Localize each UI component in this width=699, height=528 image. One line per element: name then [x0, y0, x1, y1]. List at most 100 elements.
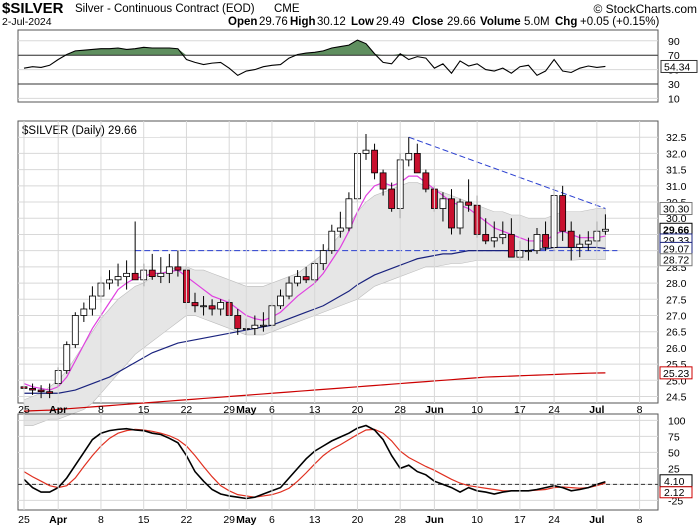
- price-x-tick-label: 24: [548, 404, 560, 416]
- candle-body: [465, 201, 473, 206]
- high-value: 30.12: [317, 16, 346, 28]
- stochastic-x-tick-label: 24: [548, 514, 560, 526]
- price-value-box: [659, 366, 693, 380]
- price-tick-label: 28.0: [666, 278, 687, 290]
- stochastic-x-tick-label: 6: [269, 514, 275, 526]
- candle-body: [328, 230, 336, 252]
- candle-body: [482, 234, 490, 242]
- stochastic-x-tick-label: Jul: [589, 514, 604, 526]
- change-label: Chg: [555, 16, 577, 28]
- stochastic-tick-label: 25: [668, 463, 680, 475]
- candle-body: [251, 324, 259, 329]
- price-x-tick-label: 13: [309, 404, 321, 416]
- price-x-tick-label: May: [236, 404, 257, 416]
- stochastic-current-label: 4.10: [664, 476, 685, 488]
- candle-body: [29, 388, 36, 391]
- candle-body: [123, 272, 130, 277]
- rsi-tick-label: 90: [668, 36, 680, 48]
- brand-label: © StockCharts.com: [593, 2, 697, 16]
- price-value-box: [659, 202, 693, 216]
- stochastic-x-tick-label: 25: [18, 514, 30, 526]
- rsi-overbought-fill: [24, 40, 606, 56]
- candle-body: [499, 234, 507, 239]
- candle-body: [448, 198, 455, 229]
- stochastic-x-tick-label: 22: [181, 514, 193, 526]
- stochastic-frame: [17, 413, 659, 511]
- price-value-label: 25.23: [663, 368, 689, 380]
- price-x-tick-label: 15: [138, 404, 150, 416]
- price-value-label: 29.66: [663, 224, 689, 236]
- candle-body: [336, 227, 344, 232]
- candle-body: [567, 230, 575, 248]
- candle-body: [405, 153, 413, 161]
- rsi-panel: 907050301054.34: [17, 29, 698, 105]
- candle-body: [559, 195, 567, 232]
- stochastic-x-tick-label: 13: [309, 514, 321, 526]
- low-value: 29.49: [376, 16, 405, 28]
- stochastic-x-tick-label: 17: [514, 514, 526, 526]
- candle-body: [362, 149, 370, 154]
- candle-body: [533, 234, 541, 252]
- candle-body: [422, 172, 430, 190]
- rsi-current-label: 54.34: [664, 61, 690, 73]
- rsi-line: [23, 39, 606, 77]
- stochastic-x-tick-label: 10: [471, 514, 483, 526]
- resistance-line: [408, 136, 606, 209]
- volume-label: Volume: [480, 16, 521, 28]
- price-value-box: [659, 253, 693, 267]
- stochastic-x-tick-label: Jun: [425, 514, 444, 526]
- stochastic-prev-box: [659, 486, 693, 499]
- price-tick-label: 31.5: [666, 165, 687, 177]
- contract-description: Silver - Continuous Contract (EOD): [75, 3, 255, 15]
- close-value: 29.66: [447, 16, 476, 28]
- stochastic-x-axis: 25 Apr 8 15 22 29 May 6 13 20 28 Jun 10 17 24 Jul 8: [18, 414, 643, 526]
- stochastic-x-tick-label: Apr: [49, 514, 67, 526]
- price-x-tick-label: Jul: [589, 404, 604, 416]
- candle-body: [259, 324, 267, 327]
- price-tick-label: 27.0: [666, 310, 687, 322]
- price-x-tick-label: 25: [18, 404, 30, 416]
- stochastic-tick-label: -25: [668, 495, 683, 507]
- rsi-tick-label: 30: [668, 79, 680, 91]
- candle-body: [525, 250, 532, 253]
- price-x-tick-label: 17: [514, 404, 526, 416]
- price-tick-label: 30.0: [666, 213, 687, 225]
- stochastic-tick-label: 50: [668, 447, 680, 459]
- candle-body: [148, 269, 156, 277]
- candle-body: [319, 250, 327, 265]
- stochastic-tick-label: 75: [668, 431, 680, 443]
- candle-body: [602, 228, 609, 232]
- candle-body: [371, 149, 378, 174]
- price-x-tick-label: Apr: [49, 404, 67, 416]
- price-tick-label: 31.0: [666, 181, 687, 193]
- price-x-tick-label: 20: [352, 404, 364, 416]
- low-label: Low: [351, 16, 374, 28]
- stochastic-tick-label: 100: [668, 415, 686, 427]
- candle-body: [208, 305, 216, 310]
- candle-body: [379, 172, 387, 190]
- candle-body: [576, 243, 584, 248]
- candle-body: [507, 234, 515, 258]
- stochastic-x-tick-label: 20: [352, 514, 364, 526]
- change-value: +0.05 (+0.15%): [580, 16, 659, 28]
- candle-body: [37, 389, 45, 393]
- price-title-bg: [20, 123, 160, 137]
- close-label: Close: [412, 16, 443, 28]
- ohlc-readout: Open 29.76 High 30.12 Low 29.49 Close 29…: [228, 16, 659, 28]
- candle-body: [345, 198, 353, 229]
- candle-body: [174, 266, 182, 271]
- candle-body: [106, 279, 113, 284]
- stochastic-x-tick-label: 28: [394, 514, 406, 526]
- stochastic-x-tick-label: 15: [138, 514, 150, 526]
- candle-body: [191, 302, 199, 307]
- candle-body: [200, 305, 207, 308]
- price-frame: [17, 120, 659, 404]
- price-panel-title: $SILVER (Daily) 29.66: [22, 125, 137, 137]
- candle-body: [165, 266, 173, 274]
- price-tick-label: 24.5: [666, 392, 687, 404]
- stochastic-panel: 1007550250-254.102.12: [17, 413, 693, 511]
- candle-body: [277, 295, 284, 307]
- candle-body: [234, 315, 242, 329]
- rsi-tick-label: 70: [668, 50, 680, 62]
